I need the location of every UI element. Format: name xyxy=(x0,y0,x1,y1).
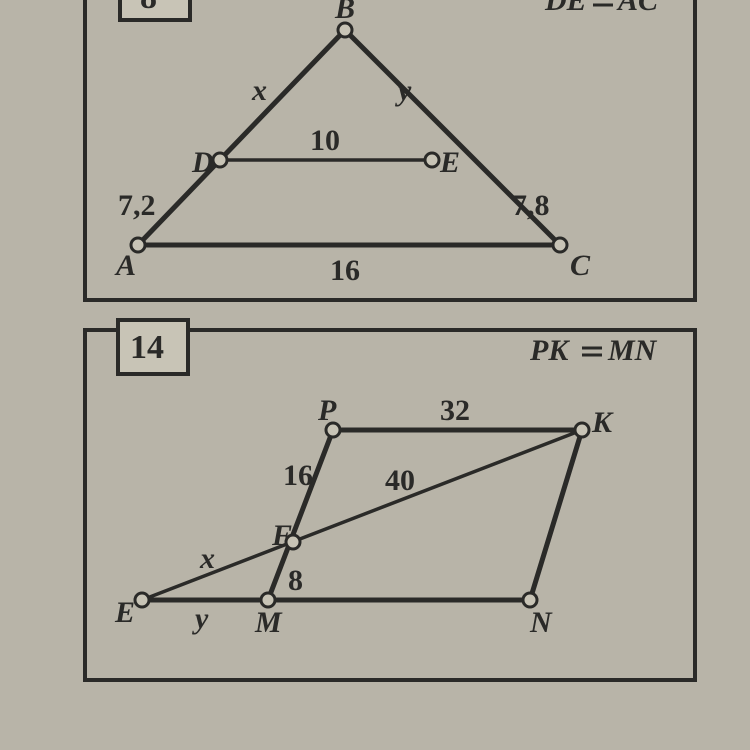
vertex-K xyxy=(575,423,589,437)
vertex-M2 xyxy=(261,593,275,607)
label-EC-len: 7,8 xyxy=(512,189,550,222)
label-PK-len: 32 xyxy=(440,394,470,427)
svg-text:DE: DE xyxy=(544,0,587,17)
vertex-D xyxy=(213,153,227,167)
vertex-E2 xyxy=(135,593,149,607)
vertex-C xyxy=(553,238,567,252)
figure-14: P K N M F E 32 16 40 8 x y xyxy=(114,394,614,639)
label-y: y xyxy=(395,74,412,107)
label-PF-len: 16 xyxy=(283,459,313,492)
label-F: F xyxy=(271,519,292,552)
vertex-N xyxy=(523,593,537,607)
seg-KN xyxy=(530,430,582,600)
svg-text:PK: PK xyxy=(529,334,570,367)
label-x2: x xyxy=(199,542,215,575)
label-AC-len: 16 xyxy=(330,254,360,287)
vertex-E xyxy=(425,153,439,167)
label-P: P xyxy=(317,394,337,427)
label-y2: y xyxy=(192,602,209,635)
condition-8: DE AC xyxy=(544,0,659,17)
page: 8 DE AC B A C D E x y xyxy=(0,0,750,750)
label-B: B xyxy=(334,0,355,25)
problem-number-8: 8 xyxy=(140,0,157,16)
label-E2: E xyxy=(114,596,135,629)
label-x: x xyxy=(251,74,267,107)
vertex-B xyxy=(338,23,352,37)
problem-8: 8 DE AC B A C D E x y xyxy=(85,0,695,300)
label-A: A xyxy=(114,249,136,282)
panel-border-8 xyxy=(85,0,695,300)
label-DE-len: 10 xyxy=(310,124,340,157)
svg-text:MN: MN xyxy=(607,334,658,367)
label-D: D xyxy=(191,146,214,179)
figure-8: B A C D E x y 10 7,2 7,8 16 xyxy=(114,0,591,287)
label-C: C xyxy=(570,249,591,282)
problem-14: 14 PK MN P K N M F E xyxy=(85,320,695,680)
label-FM-len: 8 xyxy=(288,564,303,597)
condition-14: PK MN xyxy=(529,334,658,367)
label-E: E xyxy=(439,146,460,179)
svg-text:AC: AC xyxy=(616,0,659,17)
label-AD-len: 7,2 xyxy=(118,189,156,222)
label-M2: M xyxy=(254,606,283,639)
label-N: N xyxy=(529,606,553,639)
label-K: K xyxy=(591,406,614,439)
label-FK-len: 40 xyxy=(385,464,415,497)
diagram-canvas: 8 DE AC B A C D E x y xyxy=(0,0,750,750)
problem-number-14: 14 xyxy=(130,329,164,366)
